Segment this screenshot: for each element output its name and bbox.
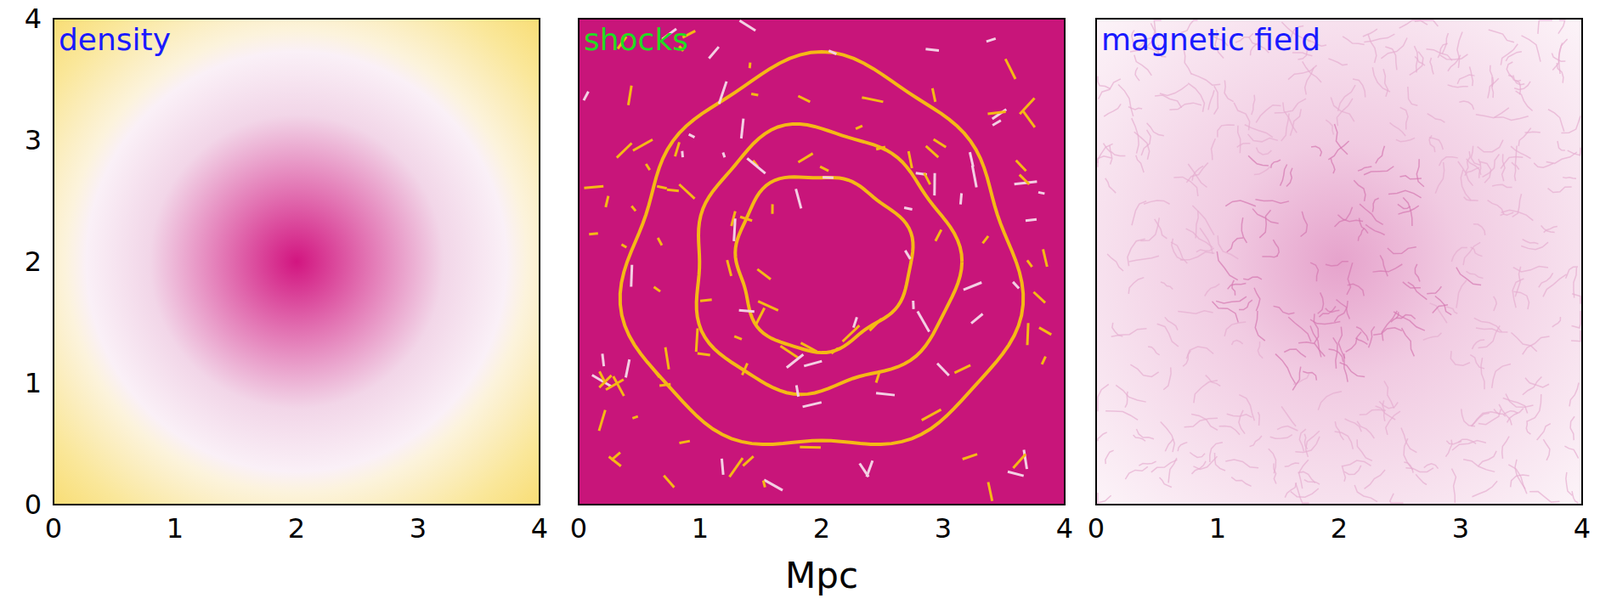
svg-text:2: 2 [24, 245, 42, 278]
svg-text:2: 2 [1330, 512, 1348, 545]
svg-text:4: 4 [1573, 512, 1591, 545]
svg-text:2: 2 [813, 512, 831, 545]
svg-text:0: 0 [45, 512, 63, 545]
svg-text:2: 2 [288, 512, 306, 545]
svg-text:3: 3 [24, 124, 42, 157]
svg-text:0: 0 [1087, 512, 1105, 545]
svg-text:Mpc: Mpc [785, 554, 859, 597]
svg-text:1: 1 [691, 512, 709, 545]
svg-text:4: 4 [24, 2, 42, 35]
svg-text:3: 3 [409, 512, 427, 545]
svg-text:1: 1 [1209, 512, 1227, 545]
svg-text:1: 1 [24, 367, 42, 400]
svg-text:density: density [58, 22, 171, 57]
svg-text:3: 3 [1452, 512, 1470, 545]
svg-text:4: 4 [531, 512, 549, 545]
svg-text:magnetic field: magnetic field [1101, 22, 1321, 57]
svg-text:3: 3 [934, 512, 952, 545]
svg-text:0: 0 [570, 512, 588, 545]
svg-text:0: 0 [24, 488, 42, 521]
svg-text:4: 4 [1056, 512, 1074, 545]
svg-text:1: 1 [166, 512, 184, 545]
svg-text:shocks: shocks [583, 22, 689, 57]
